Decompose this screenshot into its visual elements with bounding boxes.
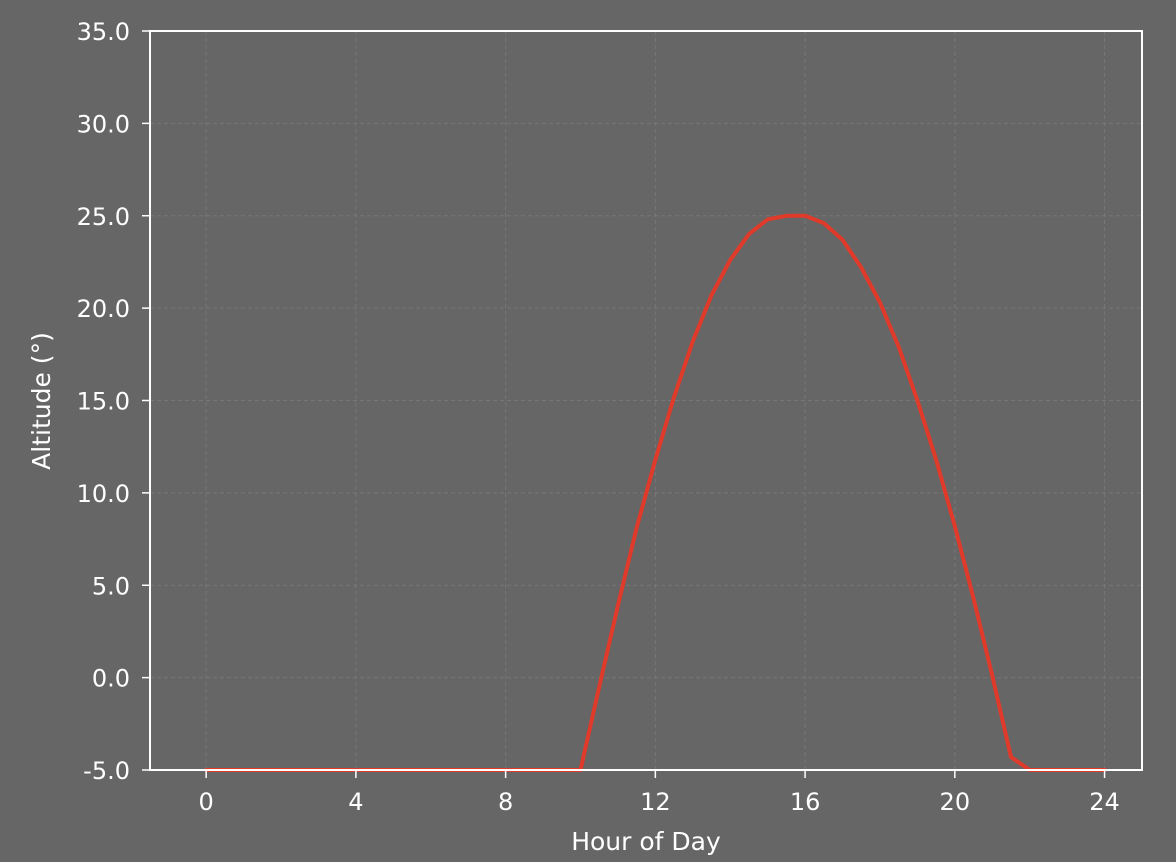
y-tick-label: -5.0 — [83, 757, 130, 785]
x-tick-label: 12 — [640, 788, 671, 816]
x-tick-label: 4 — [348, 788, 363, 816]
y-axis-title: Altitude (°) — [27, 332, 56, 470]
y-tick-label: 30.0 — [77, 110, 130, 138]
x-tick-label: 0 — [199, 788, 214, 816]
tick-marks — [142, 30, 1106, 778]
x-tick-label: 16 — [790, 788, 821, 816]
y-tick-label: 10.0 — [77, 480, 130, 508]
x-axis-title: Hour of Day — [571, 827, 721, 856]
y-tick-label: 25.0 — [77, 203, 130, 231]
y-tick-label: 20.0 — [77, 295, 130, 323]
x-tick-label: 24 — [1089, 788, 1120, 816]
y-tick-labels: -5.0 0.0 5.0 10.0 15.0 20.0 25.0 30.0 35.0 — [77, 18, 130, 785]
y-tick-label: 15.0 — [77, 388, 130, 416]
x-tick-labels: 0 4 8 12 16 20 24 — [199, 788, 1120, 816]
x-tick-label: 8 — [498, 788, 513, 816]
y-tick-label: 0.0 — [92, 665, 130, 693]
x-tick-label: 20 — [940, 788, 971, 816]
y-tick-label: 5.0 — [92, 572, 130, 600]
y-tick-label: 35.0 — [77, 18, 130, 46]
